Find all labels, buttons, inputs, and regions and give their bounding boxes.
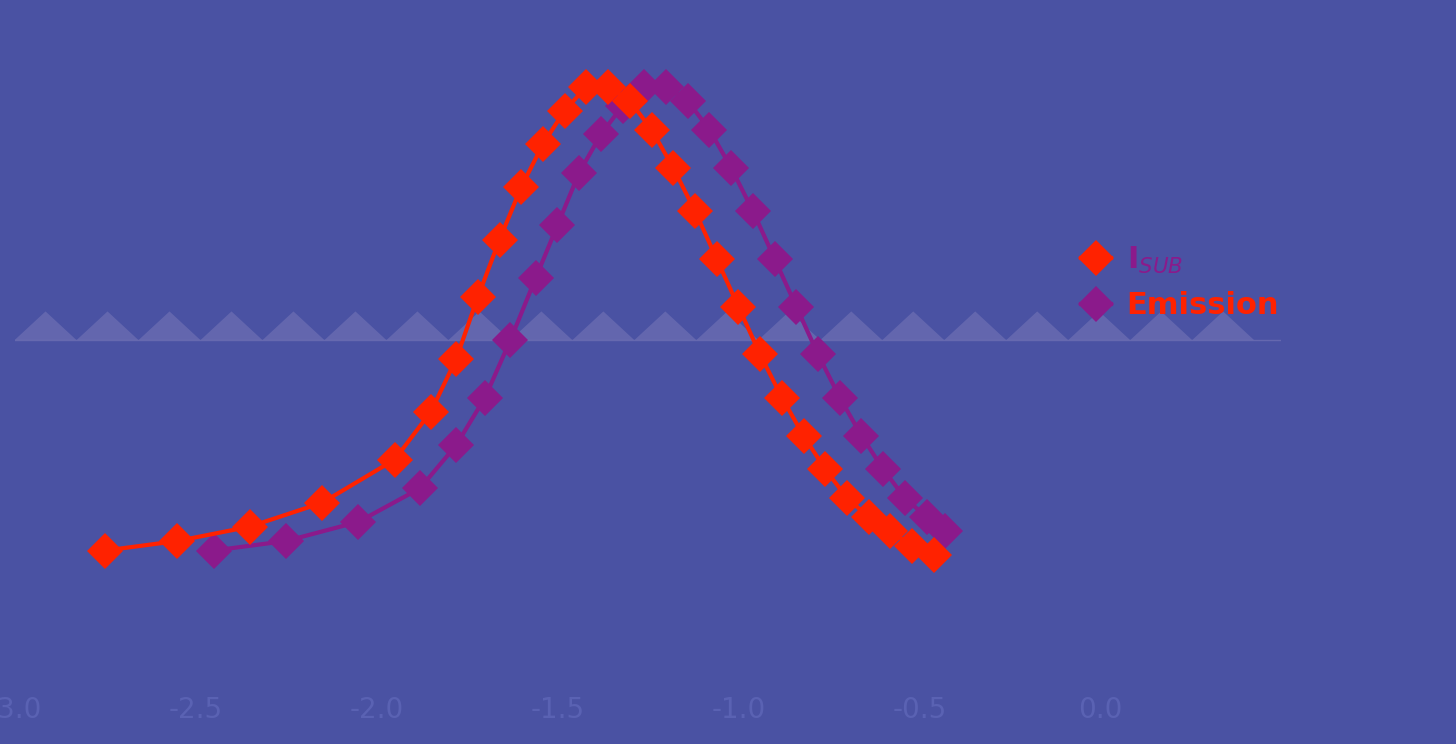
Emission bbox=[810, 350, 827, 359]
Polygon shape bbox=[138, 312, 201, 340]
Polygon shape bbox=[1192, 312, 1254, 340]
I$_{SUB}$ bbox=[600, 82, 617, 91]
Emission bbox=[766, 254, 783, 263]
I$_{SUB}$ bbox=[664, 164, 681, 173]
Polygon shape bbox=[759, 312, 820, 340]
Polygon shape bbox=[945, 312, 1006, 340]
Emission bbox=[853, 432, 871, 440]
I$_{SUB}$ bbox=[925, 551, 942, 559]
Emission bbox=[476, 393, 494, 402]
Emission bbox=[657, 82, 674, 91]
I$_{SUB}$ bbox=[622, 97, 639, 106]
Line: I$_{SUB}$: I$_{SUB}$ bbox=[93, 74, 946, 568]
Polygon shape bbox=[635, 312, 696, 340]
Emission bbox=[788, 302, 805, 311]
Emission bbox=[875, 465, 893, 474]
I$_{SUB}$ bbox=[860, 513, 878, 522]
I$_{SUB}$ bbox=[708, 254, 725, 263]
Emission bbox=[205, 546, 223, 555]
I$_{SUB}$ bbox=[513, 182, 530, 191]
Polygon shape bbox=[77, 312, 138, 340]
I$_{SUB}$ bbox=[447, 355, 464, 364]
I$_{SUB}$ bbox=[96, 546, 114, 555]
I$_{SUB}$ bbox=[882, 527, 900, 536]
I$_{SUB}$ bbox=[169, 536, 186, 545]
Emission bbox=[349, 517, 367, 526]
Emission bbox=[744, 207, 761, 216]
Emission bbox=[593, 130, 610, 139]
Polygon shape bbox=[820, 312, 882, 340]
Polygon shape bbox=[1130, 312, 1192, 340]
Emission bbox=[831, 393, 849, 402]
I$_{SUB}$ bbox=[751, 350, 769, 359]
Polygon shape bbox=[448, 312, 511, 340]
I$_{SUB}$ bbox=[556, 106, 574, 115]
Emission bbox=[527, 274, 545, 283]
Emission bbox=[411, 484, 428, 493]
Polygon shape bbox=[696, 312, 759, 340]
Polygon shape bbox=[511, 312, 572, 340]
Emission bbox=[502, 336, 520, 344]
Emission bbox=[895, 493, 913, 502]
Polygon shape bbox=[201, 312, 262, 340]
Emission bbox=[277, 536, 294, 545]
Emission bbox=[614, 101, 632, 110]
Emission bbox=[917, 513, 935, 522]
I$_{SUB}$ bbox=[642, 125, 660, 134]
Emission bbox=[447, 441, 464, 450]
Polygon shape bbox=[882, 312, 945, 340]
I$_{SUB}$ bbox=[491, 235, 508, 244]
I$_{SUB}$ bbox=[422, 408, 440, 417]
I$_{SUB}$ bbox=[817, 465, 834, 474]
Emission bbox=[636, 82, 654, 91]
Line: Emission: Emission bbox=[201, 74, 957, 563]
Emission bbox=[549, 221, 566, 230]
Polygon shape bbox=[1006, 312, 1069, 340]
I$_{SUB}$ bbox=[686, 207, 703, 216]
Emission bbox=[700, 125, 718, 134]
I$_{SUB}$ bbox=[313, 498, 331, 507]
I$_{SUB}$ bbox=[729, 302, 747, 311]
Emission bbox=[936, 527, 954, 536]
I$_{SUB}$ bbox=[578, 82, 596, 91]
Polygon shape bbox=[15, 312, 77, 340]
Emission bbox=[678, 97, 696, 106]
Legend: I$_{SUB}$, Emission: I$_{SUB}$, Emission bbox=[1069, 233, 1291, 333]
I$_{SUB}$ bbox=[469, 292, 486, 301]
I$_{SUB}$ bbox=[386, 455, 403, 464]
I$_{SUB}$ bbox=[795, 432, 812, 440]
I$_{SUB}$ bbox=[903, 542, 920, 551]
Polygon shape bbox=[1069, 312, 1130, 340]
Polygon shape bbox=[572, 312, 635, 340]
Polygon shape bbox=[325, 312, 386, 340]
I$_{SUB}$ bbox=[773, 393, 791, 402]
Polygon shape bbox=[386, 312, 448, 340]
I$_{SUB}$ bbox=[839, 493, 856, 502]
I$_{SUB}$ bbox=[534, 140, 552, 149]
Polygon shape bbox=[262, 312, 325, 340]
Emission bbox=[722, 164, 740, 173]
Emission bbox=[571, 168, 588, 177]
I$_{SUB}$ bbox=[242, 522, 259, 531]
